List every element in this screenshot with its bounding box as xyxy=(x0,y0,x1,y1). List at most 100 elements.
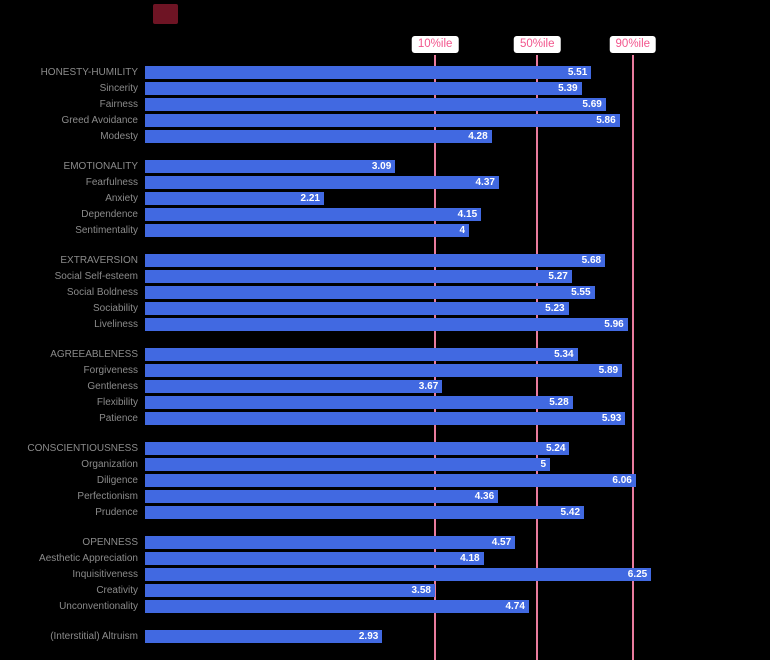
facet-label: Sentimentality xyxy=(75,224,138,236)
score-bar: 5.89 xyxy=(145,363,623,377)
trait-header-label: OPENNESS xyxy=(82,536,138,548)
score-bar: 5.23 xyxy=(145,301,569,315)
score-bar: 4.18 xyxy=(145,551,484,565)
score-bar: 5.86 xyxy=(145,113,620,127)
bar-value-label: 5.55 xyxy=(571,286,591,298)
score-bar: 4.74 xyxy=(145,599,529,613)
bar-row: Dependence 4.15 xyxy=(0,206,770,222)
bar-row: Gentleness 3.67 xyxy=(0,378,770,394)
bar-row: Liveliness 5.96 xyxy=(0,316,770,332)
score-bar: 3.58 xyxy=(145,583,435,597)
bar-value-label: 5.39 xyxy=(558,82,578,94)
facet-label: Modesty xyxy=(100,130,138,142)
facet-label: Liveliness xyxy=(94,318,138,330)
bar-value-label: 4.36 xyxy=(474,490,495,502)
score-bar: 5.24 xyxy=(145,441,570,455)
bar-row: Inquisitiveness 6.25 xyxy=(0,566,770,582)
score-bar: 3.09 xyxy=(145,159,396,173)
bar-row: Flexibility 5.28 xyxy=(0,394,770,410)
bar-row: Modesty 4.28 xyxy=(0,128,770,144)
bar-row: Aesthetic Appreciation 4.18 xyxy=(0,550,770,566)
bar-row: CONSCIENTIOUSNESS 5.24 xyxy=(0,440,770,456)
bar-value-label: 5.96 xyxy=(604,318,624,330)
trait-header-label: AGREEABLENESS xyxy=(50,348,138,360)
bar-value-label: 4.37 xyxy=(475,176,495,188)
facet-label: Perfectionism xyxy=(77,490,138,502)
facet-label: Fairness xyxy=(99,98,138,110)
score-bar: 3.67 xyxy=(145,379,443,393)
score-bar: 5.69 xyxy=(145,97,606,111)
bar-value-label: 4.28 xyxy=(468,130,488,142)
facet-label: Forgiveness xyxy=(83,364,138,376)
group-spacer xyxy=(0,520,770,534)
group-spacer xyxy=(0,332,770,346)
score-bar: 6.25 xyxy=(145,567,652,581)
bar-value-label: 3.67 xyxy=(418,380,439,392)
trait-header-label: HONESTY-HUMILITY xyxy=(40,66,138,78)
bar-row: AGREEABLENESS 5.34 xyxy=(0,346,770,362)
bar-row: HONESTY-HUMILITY 5.51 xyxy=(0,64,770,80)
group-spacer xyxy=(0,426,770,440)
bar-value-label: 6.06 xyxy=(612,474,632,486)
score-bar: 5.55 xyxy=(145,285,595,299)
bar-row: OPENNESS 4.57 xyxy=(0,534,770,550)
bar-row: Creativity 3.58 xyxy=(0,582,770,598)
score-bar: 5.42 xyxy=(145,505,585,519)
bar-row: Unconventionality 4.74 xyxy=(0,598,770,614)
group-spacer xyxy=(0,238,770,252)
facet-label: (Interstitial) Altruism xyxy=(50,630,138,642)
score-bar: 2.93 xyxy=(145,629,383,643)
facet-label: Inquisitiveness xyxy=(72,568,138,580)
bar-row: Forgiveness 5.89 xyxy=(0,362,770,378)
bar-row: Sincerity 5.39 xyxy=(0,80,770,96)
facet-label: Sincerity xyxy=(99,82,138,94)
bar-row: Sociability 5.23 xyxy=(0,300,770,316)
bar-row: Fearfulness 4.37 xyxy=(0,174,770,190)
percentile-line xyxy=(631,55,634,660)
bar-value-label: 4.74 xyxy=(505,600,525,612)
facet-label: Creativity xyxy=(96,584,138,596)
bar-row: Fairness 5.69 xyxy=(0,96,770,112)
bar-row: EMOTIONALITY 3.09 xyxy=(0,158,770,174)
percentile-label: 90%ile xyxy=(609,36,657,53)
facet-label: Organization xyxy=(81,458,138,470)
facet-label: Sociability xyxy=(92,302,138,314)
bar-rows: HONESTY-HUMILITY 5.51 Sincerity 5.39 Fairnes… xyxy=(0,64,770,644)
score-bar: 2.21 xyxy=(145,191,324,205)
percentile-label: 50%ile xyxy=(513,36,561,53)
bar-row: Social Boldness 5.55 xyxy=(0,284,770,300)
score-bar: 4.37 xyxy=(145,175,499,189)
bar-value-label: 5.89 xyxy=(598,364,619,376)
dark-red-block xyxy=(153,4,178,24)
facet-label: Greed Avoidance xyxy=(61,114,138,126)
bar-row: EXTRAVERSION 5.68 xyxy=(0,252,770,268)
facet-label: Unconventionality xyxy=(59,600,138,612)
trait-header-label: CONSCIENTIOUSNESS xyxy=(27,442,138,454)
facet-label: Social Boldness xyxy=(66,286,138,298)
bar-value-label: 5.42 xyxy=(560,506,581,518)
bar-value-label: 6.25 xyxy=(627,568,648,580)
group-spacer xyxy=(0,144,770,158)
score-bar: 4.15 xyxy=(145,207,482,221)
trait-header-label: EXTRAVERSION xyxy=(60,254,138,266)
facet-label: Fearfulness xyxy=(85,176,138,188)
bar-value-label: 5.68 xyxy=(581,254,602,266)
bar-value-label: 4.18 xyxy=(460,552,480,564)
bar-row: Diligence 6.06 xyxy=(0,472,770,488)
score-bar: 4.36 xyxy=(145,489,499,503)
facet-label: Diligence xyxy=(96,474,138,486)
bar-value-label: 4 xyxy=(459,224,465,236)
bar-value-label: 5 xyxy=(540,458,546,470)
bar-row: Prudence 5.42 xyxy=(0,504,770,520)
score-bar: 4.28 xyxy=(145,129,492,143)
facet-label: Dependence xyxy=(81,208,138,220)
bar-value-label: 5.23 xyxy=(545,302,565,314)
facet-label: Prudence xyxy=(95,506,138,518)
score-bar: 5.28 xyxy=(145,395,573,409)
bar-value-label: 3.58 xyxy=(411,584,431,596)
bar-value-label: 5.69 xyxy=(582,98,602,110)
score-bar: 5.51 xyxy=(145,65,592,79)
score-bar: 4.57 xyxy=(145,535,516,549)
bar-value-label: 5.28 xyxy=(549,396,569,408)
